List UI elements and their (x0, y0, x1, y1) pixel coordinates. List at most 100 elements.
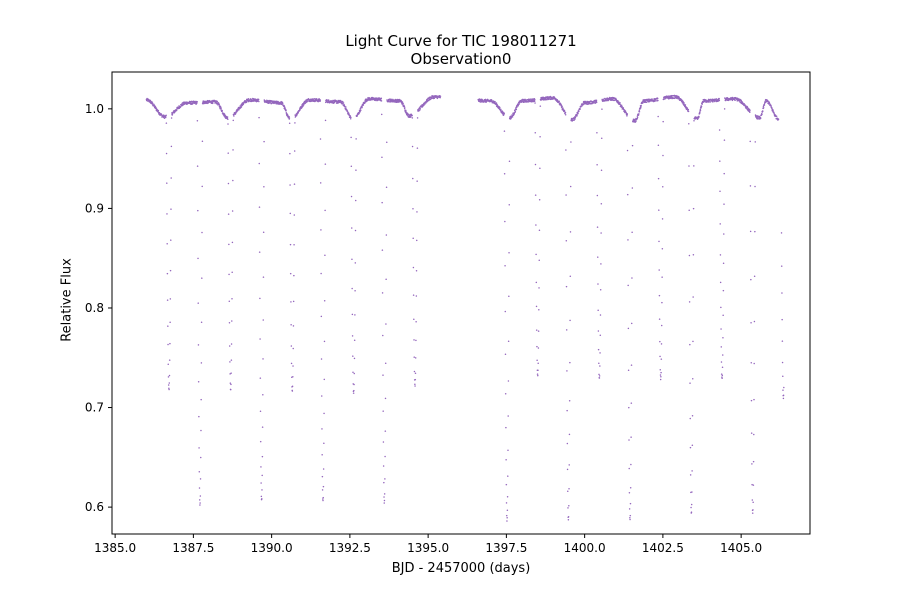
data-point (598, 377, 601, 379)
data-point (167, 376, 170, 378)
data-point (659, 369, 661, 371)
y-tick-label: 1.0 (85, 102, 104, 116)
data-point (659, 374, 662, 376)
data-point (416, 180, 418, 182)
data-point (197, 209, 199, 212)
data-point (626, 115, 628, 117)
data-point (321, 395, 323, 397)
data-point (535, 329, 538, 331)
data-point (754, 230, 756, 233)
data-point (718, 98, 720, 100)
data-point (198, 499, 201, 501)
data-point (168, 387, 170, 390)
data-point (743, 103, 745, 105)
data-point (630, 322, 633, 325)
data-point (660, 324, 663, 327)
data-point (505, 502, 508, 504)
data-point (352, 355, 354, 357)
data-point (752, 484, 755, 486)
data-point (169, 321, 171, 323)
data-point (658, 269, 660, 271)
data-point (290, 345, 293, 347)
data-point (292, 325, 295, 327)
data-point (689, 474, 692, 476)
data-point (629, 514, 632, 517)
data-point (231, 210, 234, 212)
data-point (167, 325, 169, 327)
data-point (383, 502, 385, 504)
data-point (754, 185, 756, 188)
data-point (348, 112, 350, 115)
data-point (380, 100, 383, 102)
data-point (568, 399, 571, 402)
data-point (322, 499, 324, 502)
data-point (384, 430, 387, 432)
data-point (403, 105, 406, 108)
data-point (165, 122, 168, 124)
x-tick-label: 1387.5 (172, 541, 214, 555)
data-point (353, 372, 356, 375)
data-point (723, 108, 726, 110)
data-point (781, 340, 784, 342)
data-point (782, 397, 785, 400)
y-tick-label: 0.8 (85, 301, 104, 315)
data-point (507, 449, 509, 451)
data-point (660, 358, 663, 360)
data-point (301, 104, 303, 106)
data-point (170, 145, 173, 148)
data-point (597, 309, 599, 312)
data-point (292, 375, 294, 378)
data-point (694, 118, 697, 120)
data-point (505, 426, 507, 429)
data-point (197, 257, 199, 260)
data-point (569, 361, 571, 364)
data-point (721, 374, 724, 377)
data-point (293, 274, 295, 277)
data-point (503, 173, 506, 175)
data-point (535, 281, 538, 284)
data-point (293, 244, 295, 246)
data-point (383, 499, 386, 502)
data-point (705, 99, 707, 101)
data-point (638, 113, 640, 115)
data-point (719, 160, 721, 162)
data-point (658, 318, 661, 320)
data-point (721, 366, 724, 369)
data-point (630, 402, 633, 404)
data-point (688, 123, 690, 125)
data-point (230, 343, 233, 345)
data-point (169, 298, 172, 300)
data-point (693, 165, 695, 167)
data-point (380, 97, 383, 100)
data-point (350, 195, 353, 198)
data-point (600, 169, 603, 171)
data-point (439, 96, 441, 99)
data-point (601, 108, 603, 110)
data-point (754, 141, 756, 143)
data-point (349, 115, 352, 117)
data-point (419, 108, 422, 110)
data-point (381, 249, 384, 251)
data-point (384, 478, 386, 480)
data-point (761, 113, 763, 116)
data-point (690, 511, 693, 513)
data-point (386, 99, 388, 101)
data-point (381, 292, 384, 294)
data-point (288, 122, 291, 124)
data-point (533, 100, 536, 102)
data-point (288, 115, 290, 118)
data-point (320, 272, 322, 275)
data-point (692, 207, 695, 210)
data-point (628, 406, 630, 409)
data-point (289, 272, 292, 275)
data-point (418, 109, 421, 111)
data-point (511, 116, 514, 118)
data-point (749, 185, 752, 187)
data-point (291, 385, 294, 387)
data-point (350, 116, 352, 119)
x-axis-ticks: 1385.0 1387.5 1390.0 1392.5 1395.0 1397.5 1400… (94, 534, 762, 555)
data-point (768, 101, 771, 103)
data-point (565, 329, 568, 331)
data-point (638, 110, 641, 113)
